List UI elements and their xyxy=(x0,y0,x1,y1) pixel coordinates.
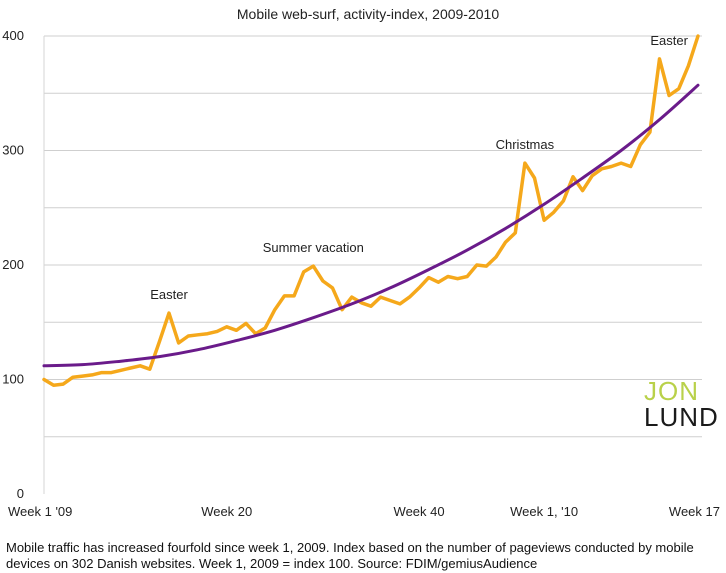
y-tick-label: 300 xyxy=(2,143,24,158)
trend-line xyxy=(42,83,700,368)
logo-line-2: LUND xyxy=(644,402,719,432)
y-axis-ticks: 0 100 200 300 400 xyxy=(2,28,24,501)
x-tick-label: Week 1 '09 xyxy=(8,504,72,519)
annotation-label: Easter xyxy=(150,287,188,302)
annotation-label: Easter xyxy=(650,33,688,48)
series-lines xyxy=(42,34,700,387)
annotations: Easter Summer vacation Christmas Easter xyxy=(150,33,688,302)
index-line xyxy=(42,34,700,387)
x-tick-label: Week 1, '10 xyxy=(510,504,578,519)
y-tick-label: 0 xyxy=(17,486,24,501)
jon-lund-logo: JON LUND xyxy=(644,378,719,430)
annotation-label: Summer vacation xyxy=(263,240,364,255)
x-axis-ticks: Week 1 '09 Week 20 Week 40 Week 1, '10 Week … xyxy=(8,504,720,519)
chart-title: Mobile web-surf, activity-index, 2009-20… xyxy=(237,6,499,22)
logo-line-1: JON xyxy=(644,376,699,406)
x-tick-label: Week 17 xyxy=(669,504,720,519)
x-tick-label: Week 40 xyxy=(394,504,445,519)
y-tick-label: 100 xyxy=(2,372,24,387)
annotation-label: Christmas xyxy=(496,137,555,152)
x-tick-label: Week 20 xyxy=(201,504,252,519)
gridlines xyxy=(43,35,702,494)
y-tick-label: 200 xyxy=(2,257,24,272)
chart-caption: Mobile traffic has increased fourfold si… xyxy=(6,540,694,571)
y-tick-label: 400 xyxy=(2,28,24,43)
line-chart: Mobile web-surf, activity-index, 2009-20… xyxy=(2,6,720,519)
